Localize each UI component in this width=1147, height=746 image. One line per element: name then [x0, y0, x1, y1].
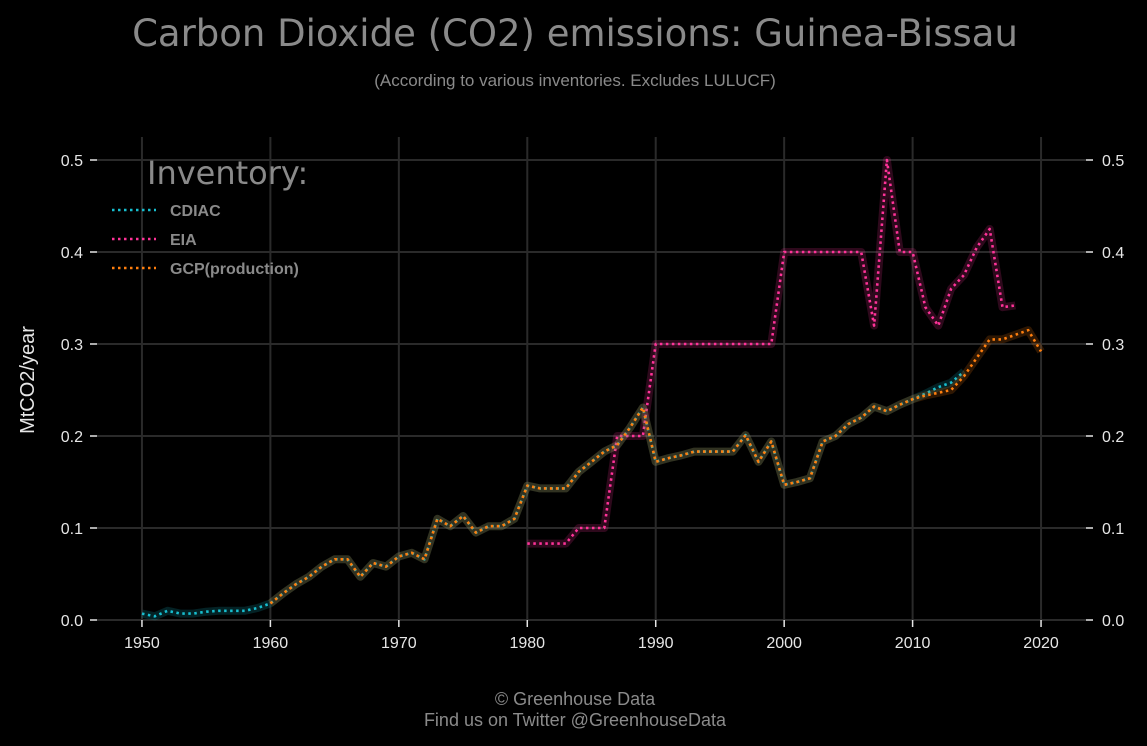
x-tick-label: 1960 [253, 635, 289, 652]
y-tick-label-right: 0.0 [1102, 613, 1124, 630]
series-glow-eia [527, 156, 1016, 548]
series-lines [141, 156, 1045, 621]
y-tick-label-left: 0.0 [61, 613, 83, 630]
y-tick-label-left: 0.4 [61, 245, 83, 262]
y-tick-label-right: 0.4 [1102, 245, 1124, 262]
footer-copyright: © Greenhouse Data [495, 689, 656, 709]
legend-label: GCP(production) [170, 261, 299, 278]
series-line-gcp-production- [269, 328, 1043, 605]
legend-title: Inventory: [147, 154, 308, 192]
y-tick-label-right: 0.1 [1102, 521, 1124, 538]
y-tick-label-left: 0.2 [61, 429, 83, 446]
x-tick-label: 2010 [895, 635, 931, 652]
x-tick-label: 1980 [509, 635, 545, 652]
legend-label: CDIAC [170, 203, 221, 220]
series-glow-cdiac [141, 368, 967, 621]
axes: 1950 1960 1970 1980 1990 2000 2010 2020 0.0 0.0 0.… [61, 153, 1125, 652]
y-tick-label-right: 0.2 [1102, 429, 1124, 446]
x-tick-label: 2020 [1023, 635, 1059, 652]
x-tick-label: 2000 [766, 635, 802, 652]
chart-subtitle: (According to various inventories. Exclu… [374, 71, 776, 90]
x-tick-label: 1970 [381, 635, 417, 652]
legend-label: EIA [170, 232, 197, 249]
x-tick-label: 1990 [638, 635, 674, 652]
y-tick-label-right: 0.5 [1102, 153, 1124, 170]
series-line-cdiac [141, 370, 965, 618]
y-tick-label-left: 0.5 [61, 153, 83, 170]
footer-twitter: Find us on Twitter @GreenhouseData [424, 710, 727, 730]
series-line-eia [527, 158, 1016, 545]
y-tick-label-left: 0.1 [61, 521, 83, 538]
y-axis-label: MtCO2/year [17, 326, 39, 434]
legend: Inventory: CDIAC EIA GCP(production) [112, 154, 308, 278]
y-tick-label-left: 0.3 [61, 337, 83, 354]
grid [97, 137, 1086, 621]
y-tick-label-right: 0.3 [1102, 337, 1124, 354]
x-tick-label: 1950 [124, 635, 160, 652]
chart-title: Carbon Dioxide (CO2) emissions: Guinea-B… [132, 12, 1018, 55]
